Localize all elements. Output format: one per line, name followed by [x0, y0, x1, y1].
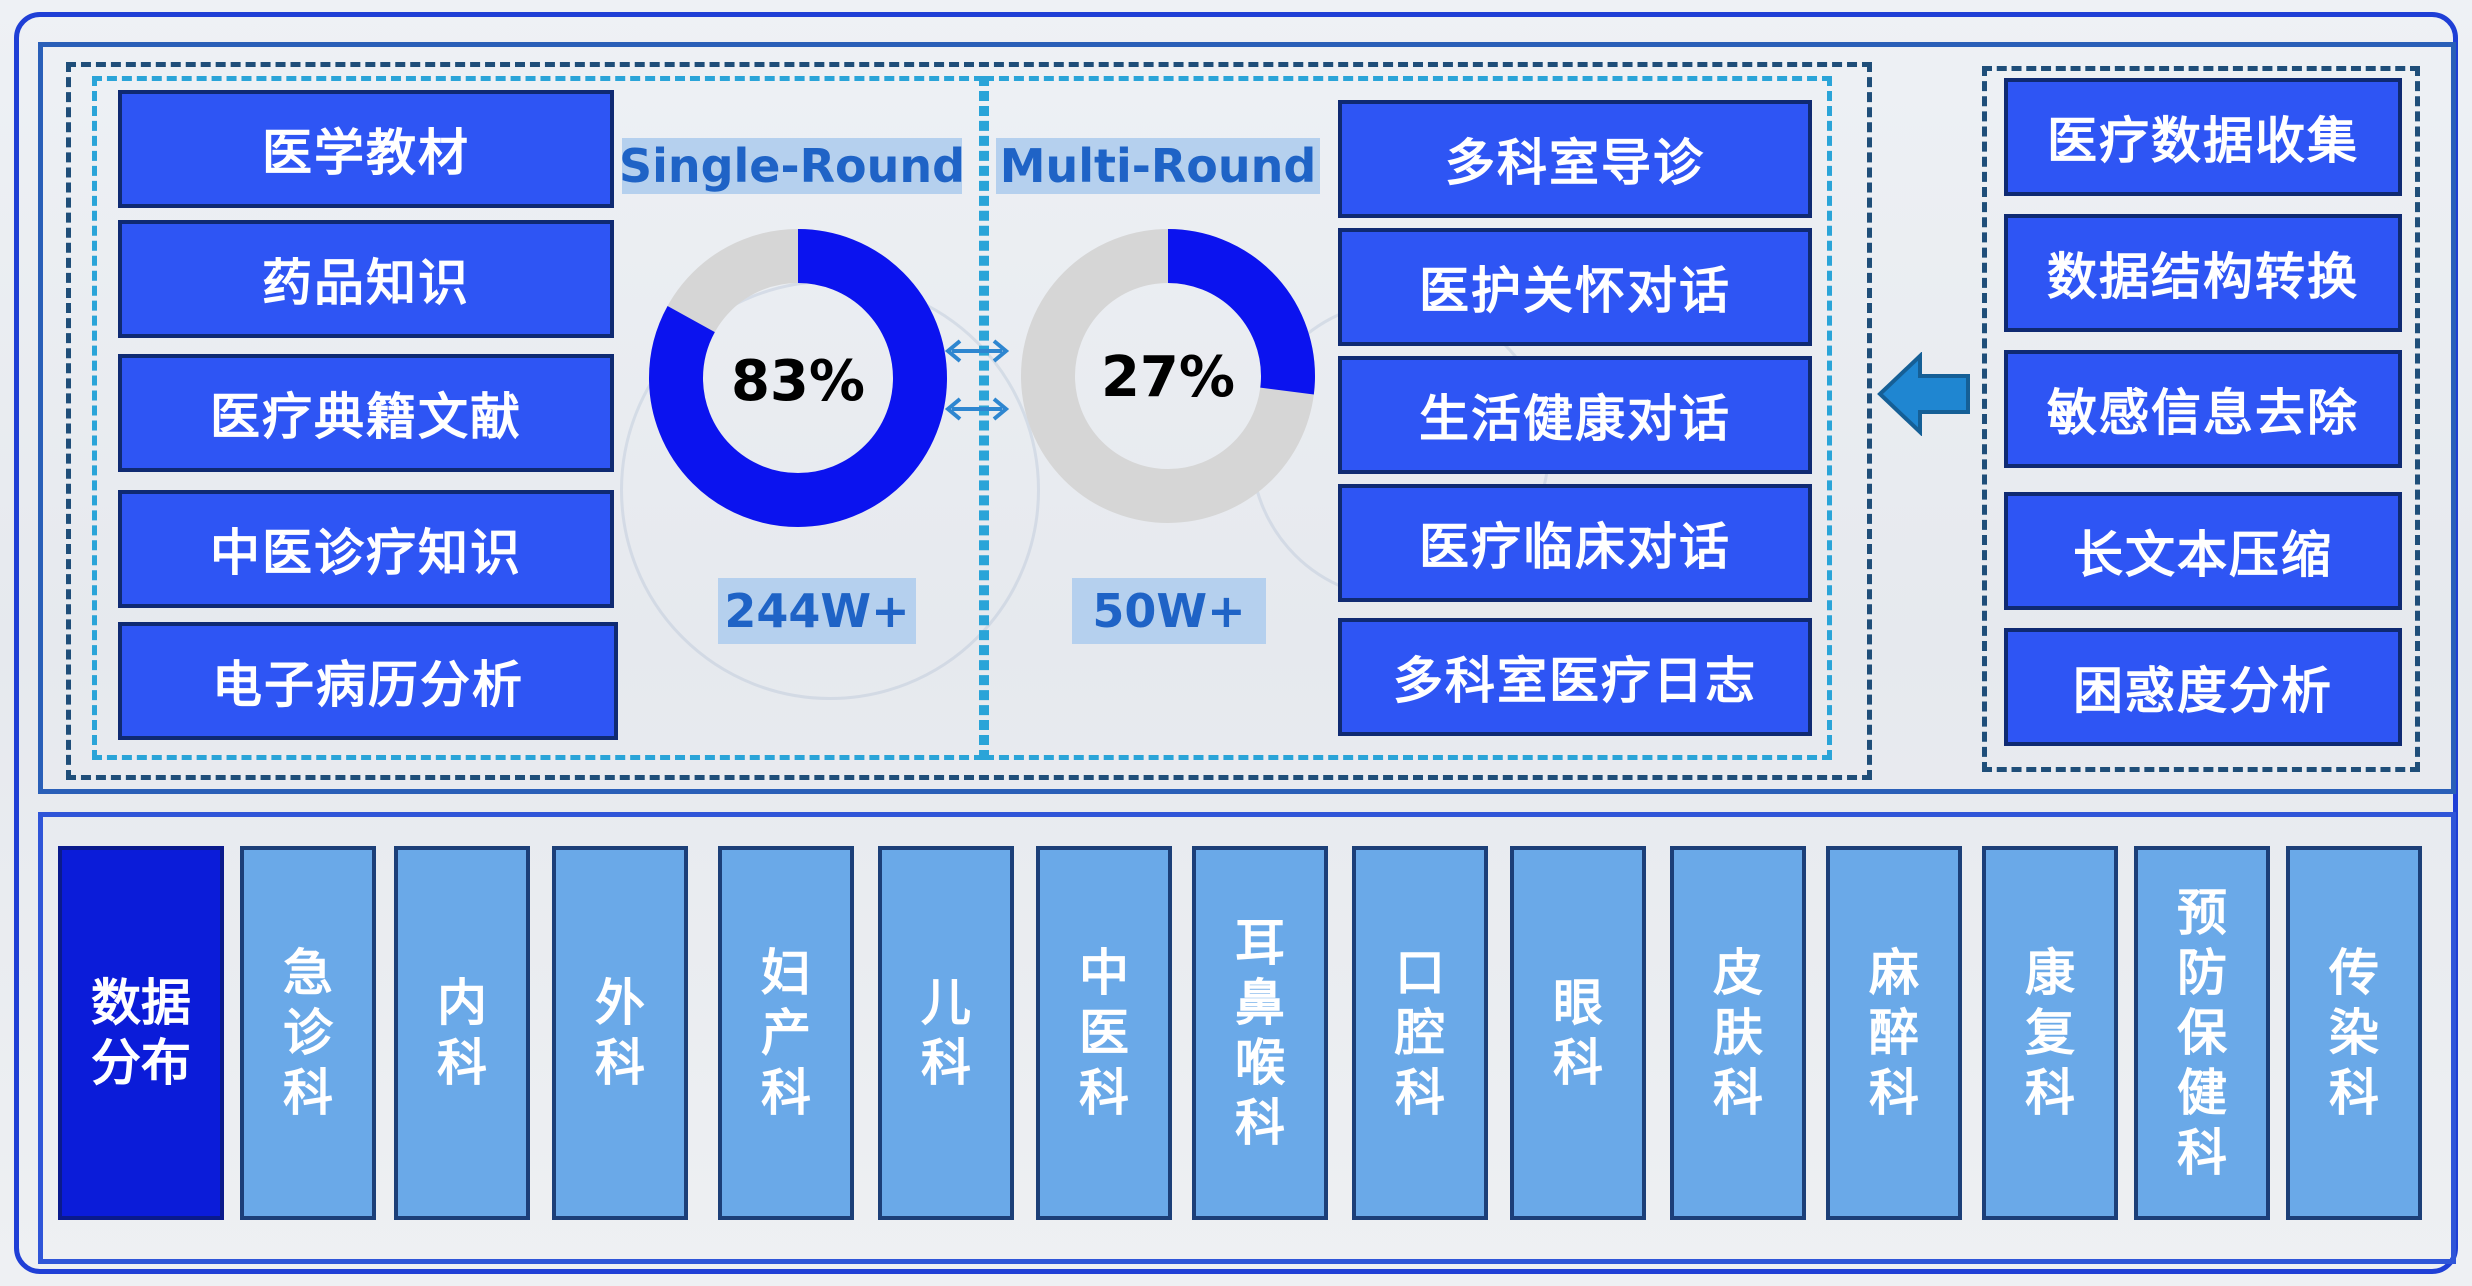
- distribution-label-box: 数据分布: [58, 846, 224, 1220]
- top-panel: [38, 42, 2456, 794]
- corpus-source-label: 药品知识: [262, 254, 470, 312]
- corpus-dialog-group: [66, 62, 1872, 780]
- department-label: 预防保健科: [2177, 884, 2227, 1182]
- distribution-panel: [38, 812, 2456, 1264]
- single-round-count: 244W+: [718, 578, 916, 644]
- processing-step-box: 医疗数据收集: [2004, 78, 2402, 196]
- department-box: 中医科: [1036, 846, 1172, 1220]
- department-box: 康复科: [1982, 846, 2118, 1220]
- processing-step-label: 长文本压缩: [2073, 526, 2333, 584]
- multi-round-count: 50W+: [1072, 578, 1266, 644]
- dialog-type-box: 生活健康对话: [1338, 356, 1812, 474]
- department-label: 麻醉科: [1869, 944, 1919, 1122]
- department-box: 麻醉科: [1826, 846, 1962, 1220]
- department-label: 内科: [437, 974, 487, 1092]
- dialog-type-box: 医疗临床对话: [1338, 484, 1812, 602]
- double-arrow-icon: [944, 339, 1010, 363]
- processing-step-label: 敏感信息去除: [2047, 384, 2359, 442]
- department-box: 口腔科: [1352, 846, 1488, 1220]
- double-arrow-icon: [944, 397, 1010, 421]
- dialog-type-box: 医护关怀对话: [1338, 228, 1812, 346]
- single-round-title: Single-Round: [618, 138, 966, 194]
- corpus-source-label: 电子病历分析: [212, 656, 524, 714]
- department-box: 儿科: [878, 846, 1014, 1220]
- corpus-source-label: 医学教材: [262, 124, 470, 182]
- corpus-source-box: 电子病历分析: [118, 622, 618, 740]
- department-box: 耳鼻喉科: [1192, 846, 1328, 1220]
- dialog-type-label: 医护关怀对话: [1419, 262, 1731, 320]
- processing-step-box: 敏感信息去除: [2004, 350, 2402, 468]
- single-round-percent: 83%: [730, 348, 866, 414]
- processing-step-label: 困惑度分析: [2073, 662, 2333, 720]
- department-box: 眼科: [1510, 846, 1646, 1220]
- department-label: 眼科: [1553, 974, 1603, 1092]
- single-round-ring: [649, 229, 947, 527]
- dialog-type-label: 医疗临床对话: [1419, 518, 1731, 576]
- corpus-source-box: 药品知识: [118, 220, 614, 338]
- dialog-type-label: 生活健康对话: [1419, 390, 1731, 448]
- department-label: 传染科: [2329, 944, 2379, 1122]
- left-arrow-icon: [1877, 352, 1970, 436]
- dialog-type-label: 多科室医疗日志: [1393, 652, 1757, 710]
- department-label: 口腔科: [1395, 944, 1445, 1122]
- department-box: 预防保健科: [2134, 846, 2270, 1220]
- dialog-type-box: 多科室医疗日志: [1338, 618, 1812, 736]
- dialog-type-box: 多科室导诊: [1338, 100, 1812, 218]
- department-box: 妇产科: [718, 846, 854, 1220]
- department-label: 康复科: [2025, 944, 2075, 1122]
- department-label: 中医科: [1079, 944, 1129, 1122]
- department-box: 传染科: [2286, 846, 2422, 1220]
- department-label: 急诊科: [283, 944, 333, 1122]
- multi-round-ring: [1021, 229, 1315, 523]
- dialog-type-label: 多科室导诊: [1445, 134, 1705, 192]
- single-round-group: [92, 76, 984, 760]
- department-box: 内科: [394, 846, 530, 1220]
- department-box: 外科: [552, 846, 688, 1220]
- processing-step-box: 数据结构转换: [2004, 214, 2402, 332]
- processing-step-label: 数据结构转换: [2047, 248, 2359, 306]
- department-label: 耳鼻喉科: [1235, 914, 1285, 1152]
- corpus-source-label: 医疗典籍文献: [210, 388, 522, 446]
- department-label: 外科: [595, 974, 645, 1092]
- department-label: 儿科: [921, 974, 971, 1092]
- corpus-source-label: 中医诊疗知识: [210, 524, 522, 582]
- multi-round-title: Multi-Round: [996, 138, 1320, 194]
- distribution-label: 数据分布: [91, 974, 191, 1092]
- multi-round-percent: 27%: [1100, 344, 1236, 410]
- department-box: 皮肤科: [1670, 846, 1806, 1220]
- multi-round-group: [984, 76, 1832, 760]
- corpus-source-box: 医学教材: [118, 90, 614, 208]
- processing-step-box: 困惑度分析: [2004, 628, 2402, 746]
- multi-round-ring-fill: [1021, 229, 1315, 523]
- department-label: 皮肤科: [1713, 944, 1763, 1122]
- processing-group: [1982, 66, 2420, 772]
- department-label: 妇产科: [761, 944, 811, 1122]
- processing-step-box: 长文本压缩: [2004, 492, 2402, 610]
- corpus-source-box: 医疗典籍文献: [118, 354, 614, 472]
- corpus-source-box: 中医诊疗知识: [118, 490, 614, 608]
- single-round-ring-fill: [649, 229, 947, 527]
- department-box: 急诊科: [240, 846, 376, 1220]
- processing-step-label: 医疗数据收集: [2047, 112, 2359, 170]
